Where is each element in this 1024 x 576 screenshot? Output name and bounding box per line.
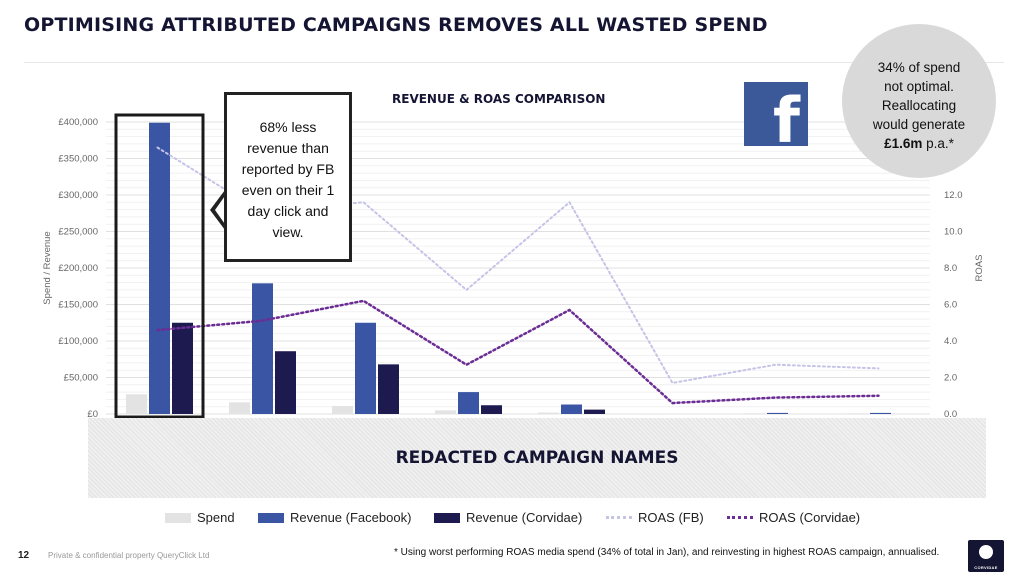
- y-tick-label: £300,000: [58, 190, 98, 201]
- roas-lines: [156, 146, 880, 405]
- circle-line-3: Reallocating: [881, 98, 957, 113]
- bar-revenue-corvidae: [378, 364, 399, 414]
- y2-tick-label: 12.0: [944, 190, 963, 201]
- bar-revenue-facebook: [149, 122, 170, 414]
- bar-revenue-corvidae: [584, 409, 605, 414]
- chart-title: REVENUE & ROAS COMPARISON: [392, 92, 606, 106]
- legend-label-revenue-facebook: Revenue (Facebook): [290, 510, 412, 525]
- y-tick-label: £400,000: [58, 117, 98, 128]
- y2-tick-label: 6.0: [944, 300, 957, 311]
- legend-swatch-revenue-facebook: [258, 512, 284, 523]
- y-axis-label: Spend / Revenue: [42, 231, 53, 304]
- y-tick-label: £100,000: [58, 336, 98, 347]
- legend-swatch-roas-fb: [606, 516, 632, 519]
- legend-swatch-spend: [165, 512, 191, 523]
- legend-swatch-roas-corvidae: [727, 516, 753, 519]
- y-tick-label: £350,000: [58, 154, 98, 165]
- y2-tick-label: 10.0: [944, 227, 963, 238]
- callout-box: 68% less revenue than reported by FB eve…: [224, 92, 352, 262]
- bar-spend: [435, 410, 456, 414]
- highlight-box: [114, 113, 205, 419]
- footnote: * Using worst performing ROAS media spen…: [394, 547, 940, 558]
- bar-spend: [744, 413, 765, 415]
- circle-amount: £1.6m: [884, 136, 923, 151]
- title-divider: [24, 62, 1004, 63]
- y-axis-ticks: £0 £50,000 £100,000 £150,000 £200,000 £250,00…: [58, 117, 98, 420]
- callout-text: 68% less revenue than reported by FB eve…: [241, 119, 335, 240]
- line-roas-corvidae: [156, 299, 880, 405]
- spend-insight-circle: 34% of spend not optimal. Reallocating w…: [842, 24, 996, 178]
- footer-confidential: Private & confidential property QueryCli…: [48, 551, 210, 560]
- corvidae-bird-icon: [979, 545, 993, 559]
- y-tick-label: £200,000: [58, 263, 98, 274]
- bar-spend: [538, 412, 559, 414]
- bar-revenue-facebook: [561, 404, 582, 414]
- bar-spend: [126, 394, 147, 414]
- bar-revenue-corvidae: [275, 351, 296, 414]
- bars: [126, 122, 891, 415]
- circle-line-4: would generate: [872, 117, 966, 132]
- circle-line-1: 34% of spend: [877, 60, 961, 75]
- legend-revenue-facebook: Revenue (Facebook): [258, 510, 411, 525]
- bar-revenue-facebook: [767, 412, 788, 414]
- page-number: 12: [18, 550, 30, 561]
- legend-roas-corvidae: ROAS (Corvidae): [727, 510, 860, 525]
- bar-revenue-facebook: [458, 392, 479, 414]
- legend-label-roas-corvidae: ROAS (Corvidae): [759, 510, 861, 525]
- circle-line-5: £1.6m p.a.*: [842, 134, 996, 153]
- line-roas-fb: [156, 146, 880, 385]
- y2-axis-label: ROAS: [974, 255, 985, 282]
- facebook-f-icon: f: [744, 82, 808, 152]
- circle-line-2: not optimal.: [884, 79, 954, 94]
- bar-revenue-corvidae: [481, 405, 502, 414]
- circle-suffix: p.a.*: [922, 136, 954, 151]
- legend-label-spend: Spend: [197, 510, 235, 525]
- bar-revenue-facebook: [252, 283, 273, 414]
- bar-revenue-facebook: [355, 322, 376, 414]
- y-tick-label: £50,000: [64, 373, 98, 384]
- y-tick-label: £250,000: [58, 227, 98, 238]
- bar-spend: [332, 405, 353, 414]
- legend-spend: Spend: [165, 510, 235, 525]
- legend-revenue-corvidae: Revenue (Corvidae): [434, 510, 582, 525]
- y2-axis-ticks: 0.0 2.0 4.0 6.0 8.0 10.0 12.0: [944, 190, 963, 420]
- y2-tick-label: 0.0: [944, 409, 957, 420]
- redacted-label: REDACTED CAMPAIGN NAMES: [395, 448, 679, 468]
- y2-tick-label: 4.0: [944, 336, 957, 347]
- y-tick-label: £0: [87, 409, 98, 420]
- legend-swatch-revenue-corvidae: [434, 512, 460, 523]
- facebook-f-glyph: f: [773, 84, 800, 157]
- y2-tick-label: 2.0: [944, 373, 957, 384]
- redacted-campaign-names: REDACTED CAMPAIGN NAMES: [88, 418, 986, 498]
- slide-title: OPTIMISING ATTRIBUTED CAMPAIGNS REMOVES …: [24, 14, 768, 36]
- y-tick-label: £150,000: [58, 300, 98, 311]
- chart-legend: Spend Revenue (Facebook) Revenue (Corvid…: [0, 510, 1024, 530]
- bar-revenue-corvidae: [172, 322, 193, 414]
- corvidae-logo-text: CORVIDAE: [974, 565, 998, 570]
- bar-revenue-facebook: [870, 412, 891, 414]
- gridlines: [106, 121, 930, 415]
- bar-spend: [641, 413, 662, 415]
- legend-label-revenue-corvidae: Revenue (Corvidae): [466, 510, 583, 525]
- legend-roas-fb: ROAS (FB): [606, 510, 704, 525]
- bar-spend: [847, 413, 868, 415]
- bar-spend: [229, 402, 250, 414]
- legend-label-roas-fb: ROAS (FB): [638, 510, 704, 525]
- y2-tick-label: 8.0: [944, 263, 957, 274]
- corvidae-logo: CORVIDAE: [968, 540, 1004, 572]
